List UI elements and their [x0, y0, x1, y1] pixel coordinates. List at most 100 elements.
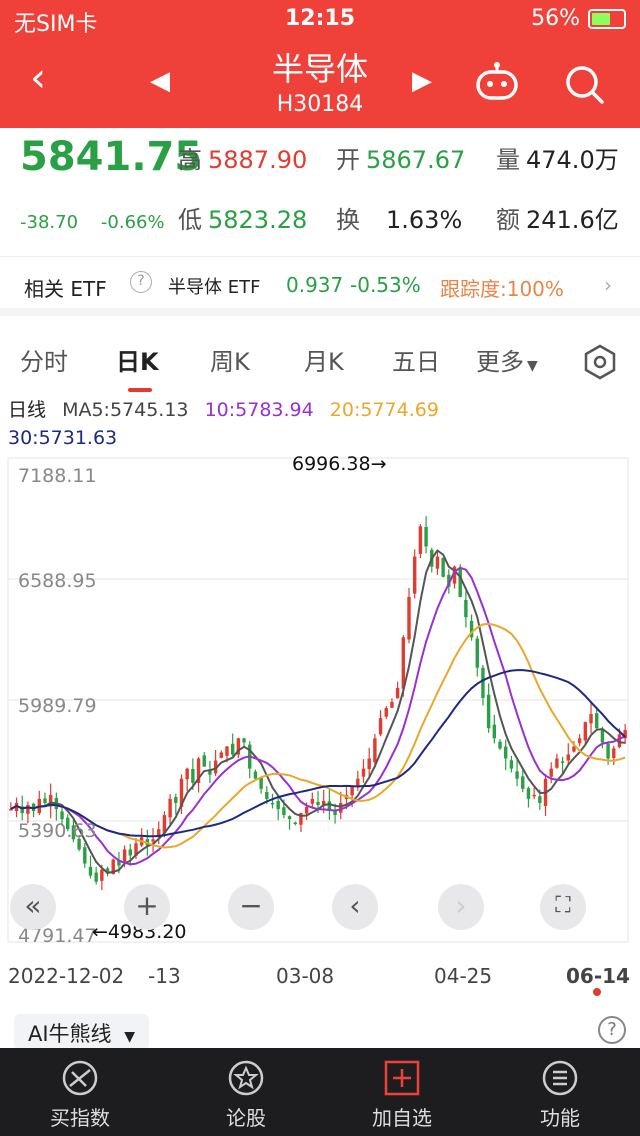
- candle-body: [287, 816, 292, 820]
- fullscreen-icon[interactable]: ⛶: [540, 884, 586, 930]
- function-button[interactable]: 功能: [500, 1054, 620, 1131]
- candle-body: [66, 817, 70, 830]
- candle-body: [600, 728, 605, 743]
- battery-percent: 56%: [531, 6, 580, 31]
- date-label-2: -13: [148, 964, 181, 988]
- tab-intraday[interactable]: 分时: [20, 348, 68, 376]
- caret-down-icon: ▼: [527, 358, 538, 374]
- candle-body: [157, 829, 161, 838]
- tab-daily[interactable]: 日K: [116, 348, 159, 376]
- tab-weekly[interactable]: 周K: [210, 348, 250, 376]
- low-annotation: ←4983.20: [92, 921, 187, 943]
- candle-body: [253, 771, 258, 779]
- tab-more-label: 更多: [476, 348, 524, 376]
- candle-body: [88, 866, 93, 876]
- amount-value: 241.6亿: [526, 206, 619, 234]
- candle-body: [367, 758, 371, 770]
- tab-more[interactable]: 更多 ▼: [476, 342, 538, 377]
- candle-body: [230, 743, 235, 755]
- candlestick-chart[interactable]: 7188.11 6588.95 5989.79 5390.63 4791.47 …: [0, 450, 640, 960]
- candle-body: [361, 768, 366, 777]
- candle-body: [492, 724, 497, 739]
- help-icon[interactable]: ?: [598, 1016, 626, 1044]
- candle-body: [162, 815, 167, 834]
- buy-index-icon: [62, 1060, 98, 1096]
- candle-body: [26, 804, 30, 814]
- ma5-value: MA5:5745.13: [62, 399, 189, 421]
- current-price: 5841.75: [20, 134, 203, 180]
- etf-help-icon[interactable]: ?: [130, 271, 152, 293]
- candle-body: [418, 526, 423, 554]
- candle-body: [521, 776, 525, 789]
- robot-assistant-icon[interactable]: [474, 62, 520, 102]
- candle-body: [566, 754, 570, 761]
- date-label-5: 06-14: [566, 964, 630, 988]
- next-stock-icon[interactable]: ▶: [412, 66, 432, 96]
- candle-body: [555, 758, 559, 768]
- bottom-toolbar: 买指数 论股 加自选 功能: [0, 1048, 640, 1136]
- ma-title: 日线: [8, 399, 47, 421]
- candle-body: [270, 802, 275, 805]
- tab-five-day[interactable]: 五日: [392, 348, 440, 376]
- high-field: 高 5887.90: [178, 140, 307, 175]
- discuss-label: 论股: [226, 1106, 266, 1130]
- high-value: 5887.90: [208, 146, 308, 174]
- add-watchlist-button[interactable]: 加自选: [342, 1054, 462, 1131]
- candle-body: [202, 755, 206, 767]
- candle-body: [412, 556, 417, 594]
- ma20-value: 20:5774.69: [329, 399, 439, 421]
- candle-body: [583, 722, 588, 741]
- ai-bull-bear-selector[interactable]: AI牛熊线 ▼: [14, 1014, 150, 1050]
- candle-body: [390, 701, 394, 708]
- discuss-button[interactable]: 论股: [186, 1054, 306, 1131]
- candle-body: [20, 806, 24, 814]
- scroll-right-icon[interactable]: ›: [438, 884, 484, 930]
- y-label-3: 5989.79: [18, 695, 97, 717]
- related-etf-row[interactable]: 相关 ETF ? 半导体 ETF 0.937 -0.53% 跟踪度:100% ›: [0, 256, 640, 316]
- rewind-icon[interactable]: «: [10, 884, 56, 930]
- candle-body: [151, 839, 155, 842]
- candle-body: [464, 599, 468, 618]
- candle-body: [259, 777, 263, 789]
- chevron-right-icon[interactable]: ›: [604, 273, 612, 297]
- candle-body: [94, 872, 98, 882]
- battery-icon: [588, 9, 626, 29]
- low-field: 低 5823.28: [178, 200, 307, 235]
- candle-body: [236, 738, 241, 755]
- amount-label: 额: [496, 206, 520, 234]
- candle-body: [469, 620, 474, 638]
- ma10-value: 10:5783.94: [204, 399, 314, 421]
- candle-body: [549, 768, 553, 777]
- candle-body: [225, 746, 229, 756]
- candle-body: [356, 778, 360, 787]
- candle-body: [117, 860, 121, 866]
- search-icon[interactable]: [562, 62, 606, 106]
- date-label-1: 2022-12-02: [8, 964, 125, 988]
- candle-body: [395, 687, 400, 699]
- candle-body: [196, 758, 201, 784]
- y-label-4: 5390.63: [18, 820, 97, 842]
- turnover-field: 换 1.63%: [336, 200, 462, 235]
- candle-body: [122, 849, 127, 862]
- settings-icon[interactable]: [582, 344, 618, 380]
- tab-monthly[interactable]: 月K: [304, 348, 344, 376]
- candle-body: [538, 796, 542, 803]
- prev-stock-icon[interactable]: ◀: [150, 66, 170, 96]
- buy-index-button[interactable]: 买指数: [20, 1054, 140, 1131]
- menu-icon: [542, 1060, 578, 1096]
- volume-field: 量 474.0万: [496, 140, 619, 175]
- etf-tracking: 跟踪度:100%: [440, 277, 564, 301]
- candle-body: [134, 843, 138, 856]
- candle-body: [77, 838, 81, 850]
- back-icon[interactable]: ‹: [30, 55, 46, 101]
- scroll-left-icon[interactable]: ‹: [332, 884, 378, 930]
- candle-body: [208, 769, 212, 775]
- zoom-out-icon[interactable]: −: [228, 884, 274, 930]
- ma-legend: 日线 MA5:5745.13 10:5783.94 20:5774.69 30:…: [8, 396, 638, 452]
- zoom-in-icon[interactable]: +: [124, 884, 170, 930]
- change-percent: -0.66%: [100, 212, 165, 233]
- candle-body: [111, 859, 115, 875]
- candle-body: [498, 741, 502, 749]
- candle-body: [572, 746, 576, 752]
- candle-body: [293, 822, 297, 824]
